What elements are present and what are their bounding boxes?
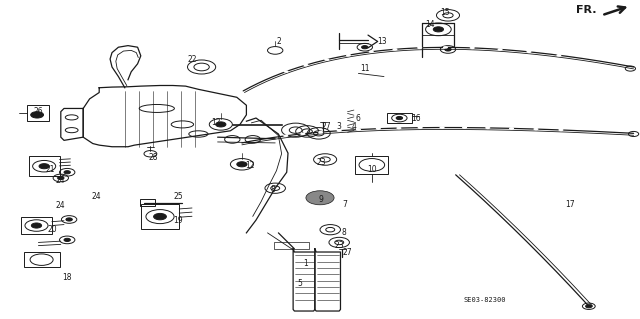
Text: 24: 24	[91, 192, 101, 201]
Circle shape	[396, 116, 403, 120]
Text: 27: 27	[321, 122, 332, 130]
Text: 19: 19	[173, 216, 183, 225]
Circle shape	[509, 127, 514, 130]
Text: 23: 23	[316, 158, 326, 167]
Circle shape	[556, 54, 561, 56]
Text: 24: 24	[56, 176, 66, 185]
Circle shape	[39, 164, 49, 169]
Text: 5: 5	[297, 279, 302, 288]
Circle shape	[445, 48, 451, 51]
Bar	[274, 242, 309, 249]
Circle shape	[237, 162, 247, 167]
Text: 10: 10	[367, 165, 378, 174]
Bar	[355, 156, 388, 174]
Text: FR.: FR.	[576, 5, 596, 15]
Circle shape	[526, 50, 531, 53]
Circle shape	[64, 171, 70, 174]
Text: 27: 27	[342, 248, 353, 256]
Bar	[27, 105, 49, 121]
Text: 24: 24	[56, 201, 66, 210]
Text: 20: 20	[47, 225, 58, 234]
Text: 8: 8	[342, 228, 347, 237]
Text: 22: 22	[188, 55, 196, 63]
Text: SE03-82300: SE03-82300	[464, 297, 506, 303]
Circle shape	[462, 126, 467, 129]
Circle shape	[497, 48, 502, 51]
Text: 13: 13	[377, 37, 387, 46]
Text: 16: 16	[411, 114, 421, 122]
Circle shape	[216, 122, 226, 127]
Text: 11: 11	[360, 64, 369, 73]
Circle shape	[64, 238, 70, 241]
Circle shape	[318, 131, 323, 133]
Circle shape	[470, 47, 475, 49]
Circle shape	[154, 213, 166, 220]
Circle shape	[485, 127, 490, 129]
Circle shape	[324, 58, 330, 61]
Circle shape	[396, 127, 401, 129]
Text: 1: 1	[303, 259, 308, 268]
Circle shape	[433, 27, 444, 32]
Bar	[21, 217, 52, 234]
Circle shape	[284, 70, 289, 73]
Text: 6: 6	[356, 114, 361, 122]
Bar	[29, 156, 60, 176]
Circle shape	[586, 305, 592, 308]
Text: 15: 15	[440, 8, 450, 17]
Bar	[387, 113, 412, 123]
Text: 17: 17	[564, 200, 575, 209]
Text: 18: 18	[63, 273, 72, 282]
Text: 9: 9	[319, 195, 324, 204]
Text: 3: 3	[337, 122, 342, 130]
Circle shape	[440, 126, 445, 129]
Circle shape	[369, 50, 374, 53]
Circle shape	[337, 130, 342, 132]
Text: 26: 26	[33, 107, 44, 116]
Circle shape	[58, 176, 64, 180]
Circle shape	[443, 46, 448, 49]
Circle shape	[31, 223, 42, 228]
Circle shape	[376, 127, 381, 130]
Circle shape	[417, 47, 422, 49]
Text: 21: 21	[45, 165, 54, 174]
Bar	[141, 204, 179, 229]
Text: 25: 25	[173, 192, 183, 201]
Bar	[140, 199, 155, 206]
Circle shape	[268, 47, 283, 54]
Text: 28: 28	[149, 153, 158, 162]
Bar	[24, 252, 60, 267]
Circle shape	[417, 126, 422, 129]
Text: 7: 7	[342, 200, 347, 209]
Text: 12: 12	[212, 118, 221, 127]
Text: 12: 12	[245, 161, 254, 170]
Text: 23: 23	[334, 241, 344, 250]
Circle shape	[283, 135, 288, 137]
Circle shape	[356, 128, 361, 131]
Circle shape	[558, 129, 563, 131]
Circle shape	[533, 128, 538, 130]
Circle shape	[392, 48, 397, 51]
Circle shape	[306, 191, 334, 205]
Circle shape	[31, 112, 44, 118]
Circle shape	[346, 54, 351, 56]
Text: 8: 8	[271, 185, 276, 194]
Circle shape	[300, 133, 305, 135]
Text: 4: 4	[351, 122, 356, 130]
Circle shape	[66, 218, 72, 221]
Text: 14: 14	[425, 20, 435, 29]
Text: 2: 2	[276, 37, 281, 46]
Circle shape	[362, 46, 368, 49]
Circle shape	[303, 64, 308, 66]
